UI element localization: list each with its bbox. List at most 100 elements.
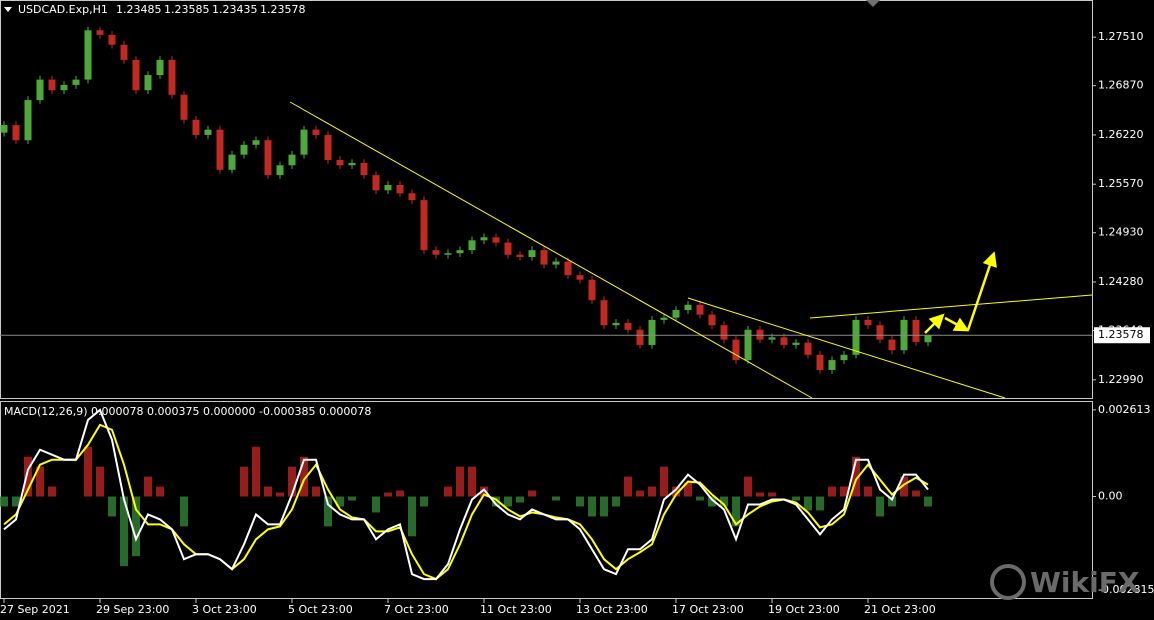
watermark: WikiFX: [990, 564, 1140, 600]
candle-body: [780, 337, 788, 345]
y-tick-label: 1.24280: [1098, 275, 1144, 288]
x-tick-label: 5 Oct 23:00: [288, 603, 353, 616]
candle-body: [204, 129, 212, 135]
histogram-bar: [600, 496, 608, 517]
candle-body: [456, 250, 464, 254]
trend-line: [687, 297, 1006, 399]
histogram-bar: [552, 496, 560, 501]
histogram-bar: [300, 456, 308, 497]
trend-line: [289, 101, 813, 399]
histogram-bar: [480, 486, 488, 497]
histogram-bar: [156, 486, 164, 497]
x-tick-label: 17 Oct 23:00: [672, 603, 744, 616]
candle-body: [60, 84, 68, 91]
symbol: USDCAD.Exp,H1: [18, 3, 108, 16]
candle-body: [696, 304, 704, 315]
candle-body: [96, 30, 104, 35]
histogram-bar: [408, 496, 416, 537]
histogram-bar: [828, 486, 836, 497]
watermark-logo: [990, 564, 1026, 600]
histogram-bar: [384, 492, 392, 497]
histogram-bar: [804, 496, 812, 511]
candle-body: [636, 329, 644, 345]
histogram-bar: [24, 456, 32, 497]
histogram-bar: [912, 490, 920, 497]
watermark-text: WikiFX: [1030, 566, 1140, 599]
y-tick-label: 1.25570: [1098, 177, 1144, 190]
candle-body: [756, 329, 764, 340]
histogram-bar: [672, 486, 680, 497]
drawings: [289, 101, 1093, 399]
x-tick-label: 11 Oct 23:00: [480, 603, 552, 616]
candle-body: [600, 300, 608, 326]
histogram-bar: [0, 496, 8, 507]
x-tick-label: 13 Oct 23:00: [576, 603, 648, 616]
histogram-bar: [492, 496, 500, 507]
histogram-bar: [900, 476, 908, 497]
candle-body: [144, 75, 152, 91]
histogram-bar: [840, 486, 848, 497]
histogram-bar: [240, 466, 248, 497]
candle-body: [48, 79, 56, 91]
signal-line: [3, 423, 929, 581]
candle-body: [612, 322, 620, 326]
histogram-bar: [624, 476, 632, 497]
candle-body: [552, 261, 560, 265]
y-tick-label: 1.26870: [1098, 79, 1144, 92]
candle-body: [672, 310, 680, 318]
histogram-bar: [444, 486, 452, 497]
candle-body: [528, 250, 536, 257]
histogram-bar: [252, 446, 260, 497]
price-label: 1.23578: [1098, 328, 1144, 341]
x-tick-label: 3 Oct 23:00: [192, 603, 257, 616]
candle-body: [132, 59, 140, 91]
histogram-bar: [576, 496, 584, 507]
candle-body: [468, 240, 476, 251]
histogram-bar: [852, 456, 860, 497]
price-panel: [0, 0, 1093, 399]
y-tick-label: 0.00: [1098, 490, 1123, 503]
candle-body: [492, 237, 500, 243]
candle-body: [768, 337, 776, 340]
candle-body: [444, 253, 452, 255]
candle-body: [84, 30, 92, 80]
histogram-bar: [876, 496, 884, 517]
ohlc-open: 1.23485: [116, 3, 162, 16]
histogram-bar: [276, 492, 284, 497]
candle-body: [576, 275, 584, 280]
x-tick-label: 21 Oct 23:00: [864, 603, 936, 616]
trend-line: [809, 294, 1093, 319]
candle-body: [36, 79, 44, 101]
candle-body: [396, 184, 404, 194]
price-label-box: [1094, 327, 1150, 344]
candle-body: [684, 304, 692, 311]
candle-body: [336, 159, 344, 166]
histogram-bar: [588, 496, 596, 517]
menu-arrow[interactable]: [4, 7, 12, 12]
candle-body: [216, 129, 224, 170]
histogram-bar: [348, 496, 356, 501]
candle-body: [828, 360, 836, 370]
candle-body: [888, 339, 896, 351]
histogram-bar: [84, 446, 92, 497]
histogram-bar: [120, 496, 128, 567]
histogram-bar: [336, 496, 344, 507]
candle-body: [348, 162, 356, 166]
candle-body: [516, 254, 524, 257]
histogram-bar: [48, 486, 56, 497]
arrow: [966, 251, 997, 331]
y-tick-label: 1.27510: [1098, 30, 1144, 43]
histogram-bar: [468, 466, 476, 497]
histogram-bar: [504, 496, 512, 507]
y-tick-label: 0.002613: [1098, 403, 1151, 416]
candle-body: [648, 319, 656, 345]
histogram-bar: [516, 496, 524, 503]
x-tick-label: 19 Oct 23:00: [768, 603, 840, 616]
candle-body: [732, 339, 740, 361]
candle-body: [504, 242, 512, 255]
candle-body: [876, 325, 884, 340]
candle-body: [192, 119, 200, 135]
histogram-bar: [144, 476, 152, 497]
candle-body: [180, 94, 188, 120]
histogram-bar: [264, 486, 272, 497]
